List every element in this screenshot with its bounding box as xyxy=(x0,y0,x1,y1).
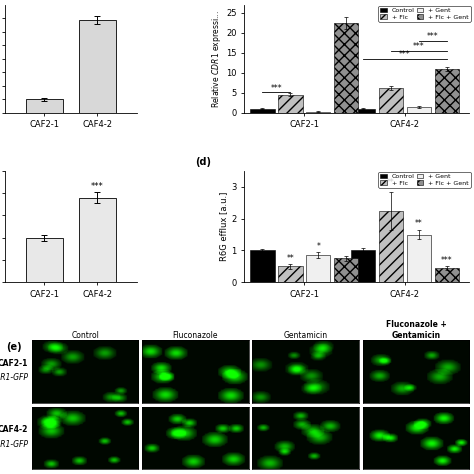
Text: **: ** xyxy=(387,178,395,187)
Text: CAF2-1: CAF2-1 xyxy=(0,359,28,368)
Legend: Control, + Flc, + Gent, + Flc + Gent: Control, + Flc, + Gent, + Flc + Gent xyxy=(378,172,471,188)
Text: CDR1-GFP: CDR1-GFP xyxy=(0,440,28,449)
Bar xyxy=(306,111,330,113)
Bar xyxy=(250,250,275,283)
Bar xyxy=(407,235,431,283)
Text: ***: *** xyxy=(271,84,282,93)
Bar xyxy=(278,95,302,113)
Bar xyxy=(26,99,63,113)
Y-axis label: Relative $CDR1$ expressi...: Relative $CDR1$ expressi... xyxy=(210,10,223,108)
Bar xyxy=(334,23,358,113)
Bar xyxy=(334,258,358,283)
Bar xyxy=(435,268,459,283)
Text: CAF4-2: CAF4-2 xyxy=(0,425,28,434)
Y-axis label: R6G efflux [a.u.]: R6G efflux [a.u.] xyxy=(219,192,228,261)
Bar xyxy=(79,198,116,283)
Title: Control: Control xyxy=(71,330,99,339)
Bar xyxy=(379,210,403,283)
Text: *: * xyxy=(316,242,320,251)
Bar xyxy=(26,237,63,283)
Text: (d): (d) xyxy=(195,157,211,167)
Title: Fluconazole: Fluconazole xyxy=(173,330,218,339)
Text: ***: *** xyxy=(427,32,438,41)
Text: **: ** xyxy=(415,219,423,228)
Bar xyxy=(306,255,330,283)
Legend: Control, + Flc, + Gent, + Flc + Gent: Control, + Flc, + Gent, + Flc + Gent xyxy=(378,6,471,21)
Bar xyxy=(79,19,116,113)
Title: Gentamicin: Gentamicin xyxy=(283,330,328,339)
Text: ***: *** xyxy=(441,255,453,264)
Bar xyxy=(435,69,459,113)
Text: ***: *** xyxy=(413,42,425,51)
Bar xyxy=(278,266,302,283)
Bar xyxy=(351,250,375,283)
Text: ***: *** xyxy=(91,182,104,191)
Title: Fluconazole +
Gentamicin: Fluconazole + Gentamicin xyxy=(385,320,447,339)
Text: ***: *** xyxy=(399,50,411,59)
Text: CDR1-GFP: CDR1-GFP xyxy=(0,374,28,383)
Bar xyxy=(379,88,403,113)
Bar xyxy=(250,109,275,113)
Text: (e): (e) xyxy=(6,342,21,352)
Text: **: ** xyxy=(286,254,294,263)
Bar xyxy=(351,109,375,113)
Bar xyxy=(407,107,431,113)
